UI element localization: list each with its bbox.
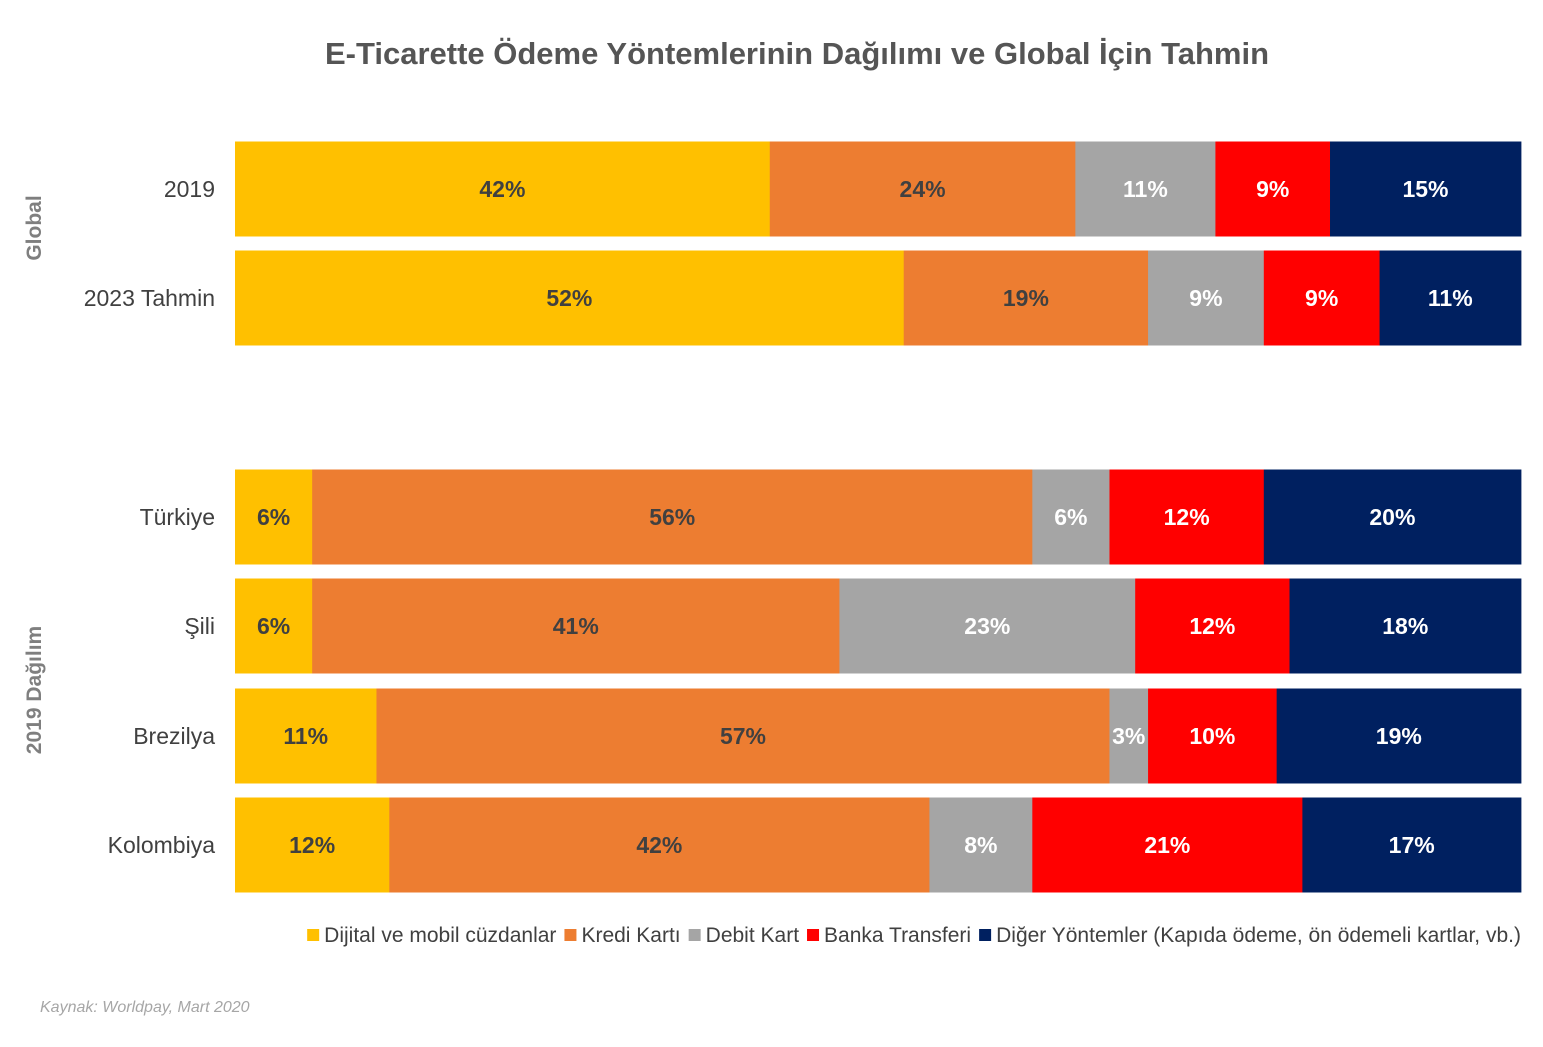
data-label-3-3: 6% <box>1054 504 1087 530</box>
bar-segment-2-2 <box>903 250 1149 346</box>
data-label-1-5: 15% <box>1402 176 1448 202</box>
source-note: Kaynak: Worldpay, Mart 2020 <box>40 999 250 1016</box>
data-label-2-4: 9% <box>1305 285 1338 311</box>
bar-segment-3-3 <box>1032 469 1110 565</box>
data-label-6-4: 21% <box>1144 832 1190 858</box>
bar-segment-1-5 <box>1330 141 1522 237</box>
bar-segment-2-5 <box>1379 250 1522 346</box>
bar-segment-6-2 <box>389 797 930 893</box>
bar-segment-2-4 <box>1263 250 1380 346</box>
bar-segment-4-3 <box>839 578 1136 674</box>
data-label-2-5: 11% <box>1428 285 1473 311</box>
category-label-2: 2023 Tahmin <box>84 285 215 311</box>
data-label-3-1: 6% <box>257 504 290 530</box>
bar-segment-4-1 <box>235 578 313 674</box>
bar-segment-2-1 <box>235 250 905 346</box>
data-label-4-1: 6% <box>257 613 290 639</box>
data-label-6-5: 17% <box>1389 832 1435 858</box>
bar-segment-4-2 <box>312 578 840 674</box>
bar-segment-5-1 <box>235 688 377 784</box>
bar-segment-3-2 <box>312 469 1033 565</box>
data-label-3-5: 20% <box>1369 504 1415 530</box>
bar-segment-1-4 <box>1215 141 1331 237</box>
category-label-3: Türkiye <box>140 504 215 530</box>
data-label-1-2: 24% <box>900 176 946 202</box>
data-label-3-4: 12% <box>1164 504 1210 530</box>
data-label-3-2: 56% <box>649 504 695 530</box>
bar-segment-3-4 <box>1109 469 1265 565</box>
bar-segment-6-3 <box>929 797 1033 893</box>
bar-segment-6-4 <box>1032 797 1303 893</box>
group-label-1: Global <box>23 195 46 260</box>
bar-segment-4-4 <box>1135 578 1290 674</box>
chart-title: E-Ticarette Ödeme Yöntemlerinin Dağılımı… <box>325 36 1269 71</box>
legend-swatch-1 <box>307 929 320 941</box>
legend-swatch-4 <box>807 929 820 941</box>
data-label-4-2: 41% <box>553 613 599 639</box>
data-label-5-1: 11% <box>283 723 328 749</box>
legend-swatch-5 <box>979 929 992 941</box>
data-label-5-3: 3% <box>1112 723 1145 749</box>
data-label-4-4: 12% <box>1189 613 1235 639</box>
data-label-1-1: 42% <box>479 176 525 202</box>
bar-segment-2-3 <box>1148 250 1265 346</box>
data-label-6-3: 8% <box>964 832 997 858</box>
category-label-6: Kolombiya <box>108 832 216 858</box>
bar-segment-5-4 <box>1148 688 1278 784</box>
bar-segment-5-5 <box>1276 688 1522 784</box>
data-label-5-4: 10% <box>1189 723 1235 749</box>
data-label-2-1: 52% <box>546 285 592 311</box>
category-label-5: Brezilya <box>133 723 215 749</box>
bars-layer: 42% 24% 11% 9% 15% 52% 19% 9% 9% 11% 6% 56% 6% 12% 20%… <box>235 141 1522 893</box>
legend: Dijital ve mobil cüzdanlar Kredi Kartı Deb… <box>307 924 1521 947</box>
data-label-1-3: 11% <box>1123 176 1168 202</box>
group-labels: Global 2019 Dağılım <box>23 195 46 754</box>
data-label-4-3: 23% <box>964 613 1010 639</box>
bar-segment-3-1 <box>235 469 313 565</box>
data-label-5-2: 57% <box>720 723 766 749</box>
category-labels: 2019 2023 Tahmin Türkiye Şili Brezilya Kolomb… <box>84 176 216 858</box>
bar-segment-6-1 <box>235 797 390 893</box>
data-label-2-3: 9% <box>1189 285 1222 311</box>
data-label-6-1: 12% <box>289 832 335 858</box>
legend-swatch-3 <box>688 929 701 941</box>
category-label-4: Şili <box>184 613 215 639</box>
group-label-2: 2019 Dağılım <box>23 626 46 754</box>
legend-label-2: Kredi Kartı <box>581 924 680 947</box>
data-label-4-5: 18% <box>1382 613 1428 639</box>
legend-label-4: Banka Transferi <box>824 924 971 947</box>
bar-segment-6-5 <box>1302 797 1522 893</box>
bar-segment-1-1 <box>235 141 771 237</box>
data-label-1-4: 9% <box>1256 176 1289 202</box>
data-label-5-5: 19% <box>1376 723 1422 749</box>
bar-segment-5-3 <box>1109 688 1149 784</box>
bar-segment-1-2 <box>769 141 1076 237</box>
legend-label-3: Debit Kart <box>706 924 800 947</box>
bar-segment-5-2 <box>376 688 1110 784</box>
legend-swatch-2 <box>564 929 577 941</box>
legend-label-5: Diğer Yöntemler (Kapıda ödeme, ön ödemel… <box>996 924 1521 947</box>
category-label-1: 2019 <box>164 176 215 202</box>
bar-segment-3-5 <box>1263 469 1522 565</box>
legend-label-1: Dijital ve mobil cüzdanlar <box>324 924 556 947</box>
bar-segment-1-3 <box>1075 141 1216 237</box>
data-label-2-2: 19% <box>1003 285 1049 311</box>
data-label-6-2: 42% <box>636 832 682 858</box>
bar-segment-4-5 <box>1289 578 1522 674</box>
